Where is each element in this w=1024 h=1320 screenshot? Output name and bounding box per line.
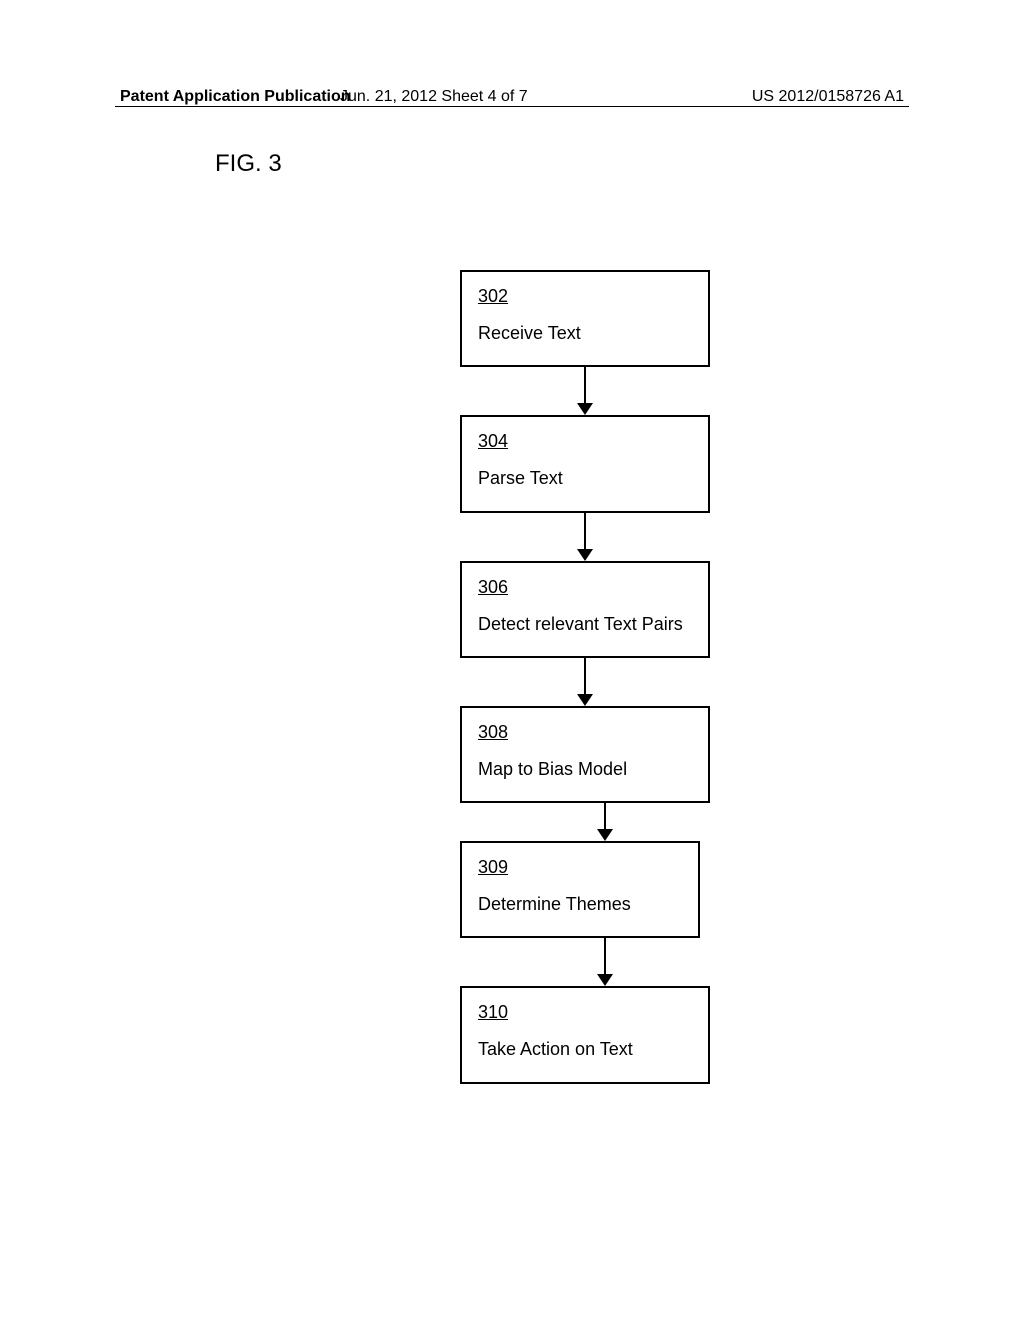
node-label: Detect relevant Text Pairs <box>478 612 692 636</box>
node-id: 310 <box>478 1002 692 1023</box>
flowchart-arrow <box>460 658 710 706</box>
header-right-text: US 2012/0158726 A1 <box>752 88 904 106</box>
node-id: 308 <box>478 722 692 743</box>
flowchart-node-308: 308 Map to Bias Model <box>460 706 710 803</box>
flowchart-container: 302 Receive Text 304 Parse Text 306 Dete… <box>460 270 710 1084</box>
node-label: Map to Bias Model <box>478 757 692 781</box>
flowchart-arrow <box>480 803 730 841</box>
page-header: Patent Application Publication Jun. 21, … <box>0 88 1024 106</box>
flowchart-node-309: 309 Determine Themes <box>460 841 700 938</box>
flowchart-arrow <box>480 938 730 986</box>
node-id: 309 <box>478 857 682 878</box>
header-center-text: Jun. 21, 2012 Sheet 4 of 7 <box>340 88 528 106</box>
figure-label: FIG. 3 <box>215 150 282 178</box>
flowchart-node-310: 310 Take Action on Text <box>460 986 710 1083</box>
node-label: Determine Themes <box>478 892 682 916</box>
node-label: Receive Text <box>478 321 692 345</box>
header-left-text: Patent Application Publication <box>120 88 351 106</box>
flowchart-arrow <box>460 513 710 561</box>
header-divider <box>115 106 909 107</box>
node-id: 306 <box>478 577 692 598</box>
node-id: 302 <box>478 286 692 307</box>
flowchart-node-302: 302 Receive Text <box>460 270 710 367</box>
flowchart-node-306: 306 Detect relevant Text Pairs <box>460 561 710 658</box>
flowchart-arrow <box>460 367 710 415</box>
node-label: Parse Text <box>478 466 692 490</box>
flowchart-node-304: 304 Parse Text <box>460 415 710 512</box>
node-id: 304 <box>478 431 692 452</box>
node-label: Take Action on Text <box>478 1037 692 1061</box>
